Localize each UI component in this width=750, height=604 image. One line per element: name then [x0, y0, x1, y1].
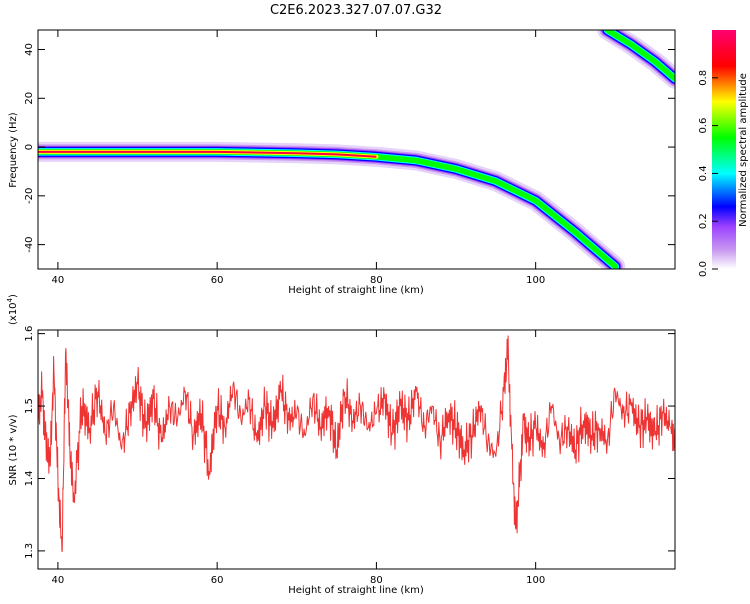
- spectrogram-y-label: Frequency (Hz): [8, 112, 19, 188]
- spectrogram-y-tick-label: -40: [24, 236, 35, 252]
- spectrogram-ticks: 40 60 80 100 -40 -20 0 20 40: [24, 30, 675, 286]
- spectrogram-track-band: [604, 30, 675, 82]
- snr-y-label: SNR (10 * v/v): [8, 414, 19, 485]
- spectrogram-track-band: [38, 144, 623, 269]
- snr-panel: 40 60 80 100 1.3 1.4 1.5 1.6 Height of straight…: [6, 294, 676, 596]
- snr-y-tick-label: 1.5: [24, 398, 35, 414]
- snr-multiplier-close: ): [8, 294, 19, 298]
- spectrogram-panel: 40 60 80 100 -40 -20 0 20 40 Height of straight …: [8, 29, 676, 296]
- spectrogram-track-peak: [38, 150, 377, 158]
- snr-series-line: [38, 335, 675, 552]
- spectrogram-track-band: [38, 146, 621, 269]
- snr-x-tick-label: 60: [211, 575, 224, 586]
- spectrogram-y-tick-label: 0: [24, 144, 35, 150]
- snr-frame: [37, 329, 676, 570]
- spectrogram-track-band: [38, 149, 619, 269]
- snr-x-tick-label: 40: [52, 575, 65, 586]
- snr-multiplier-base: (x10: [8, 302, 19, 325]
- colorbar-tick-label: 0.6: [698, 118, 709, 134]
- snr-x-tick-label: 80: [370, 575, 383, 586]
- snr-line-group: [38, 335, 675, 552]
- spectrogram-x-tick-label: 60: [211, 275, 224, 286]
- snr-multiplier-exp: 4: [6, 297, 14, 302]
- spectrogram-track-band: [38, 148, 620, 269]
- spectrogram-y-tick-label: -20: [24, 188, 35, 204]
- spectrogram-y-tick-label: 40: [24, 43, 35, 56]
- colorbar-tick-label: 0.0: [698, 261, 709, 277]
- snr-multiplier: (x104): [6, 294, 19, 325]
- snr-y-tick-label: 1.4: [24, 471, 35, 487]
- snr-x-tick-label: 100: [526, 575, 545, 586]
- colorbar-tick-label: 0.4: [698, 165, 709, 181]
- snr-y-tick-label: 1.6: [24, 326, 35, 342]
- spectrogram-x-tick-label: 80: [370, 275, 383, 286]
- colorbar-label: Normalized spectral amplitude: [738, 73, 749, 227]
- colorbar: 0.0 0.2 0.4 0.6 0.8 Normalized spectral ampl…: [698, 30, 749, 277]
- spectrogram-track-band: [38, 145, 622, 269]
- chart-title: C2E6.2023.327.07.07.G32: [270, 3, 442, 18]
- snr-y-tick-label: 1.3: [24, 543, 35, 559]
- spectrogram-x-tick-label: 100: [526, 275, 545, 286]
- colorbar-ticks: 0.0 0.2 0.4 0.6 0.8: [698, 70, 718, 277]
- spectrogram-frame: [37, 29, 676, 270]
- spectrogram-tracks: [38, 30, 675, 269]
- colorbar-gradient: [712, 30, 736, 269]
- spectrogram-x-tick-label: 40: [52, 275, 65, 286]
- snr-x-label: Height of straight line (km): [288, 585, 424, 596]
- spectrogram-track-band: [38, 141, 626, 269]
- spectrogram-y-tick-label: 20: [24, 92, 35, 105]
- snr-ticks: 40 60 80 100 1.3 1.4 1.5 1.6: [24, 326, 675, 586]
- colorbar-tick-label: 0.2: [698, 213, 709, 229]
- spectrogram-x-label: Height of straight line (km): [288, 285, 424, 296]
- colorbar-tick-label: 0.8: [698, 70, 709, 86]
- svg-text:(x104): (x104): [6, 294, 19, 325]
